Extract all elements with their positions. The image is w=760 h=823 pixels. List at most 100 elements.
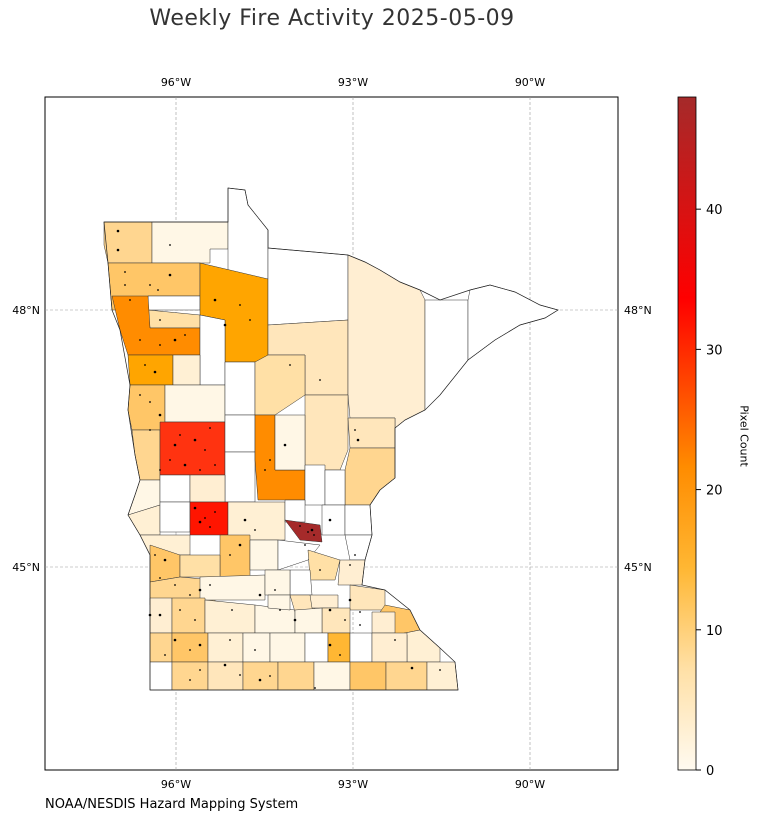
county-martin-s: [242, 661, 279, 691]
fire-point: [319, 569, 321, 571]
colorbar-ticks: 0 10 20 30 40: [696, 203, 723, 779]
county-houston: [426, 661, 459, 691]
fire-point: [319, 379, 321, 381]
lon-tick-label-bottom: 93°W: [338, 778, 368, 791]
fire-point: [354, 554, 356, 556]
map-title: Weekly Fire Activity 2025-05-09: [149, 6, 515, 31]
fire-point: [293, 618, 297, 622]
fire-point: [193, 438, 197, 442]
fire-point: [124, 271, 126, 273]
county-nobles: [171, 661, 209, 691]
fire-detection-points: [116, 229, 441, 689]
fire-point: [149, 429, 151, 431]
lon-tick-label-bottom: 90°W: [515, 778, 545, 791]
county-mille-lacs: [304, 464, 326, 506]
county-wright: [277, 539, 321, 571]
fire-point: [193, 506, 197, 510]
fire-point: [348, 598, 352, 602]
fire-point: [199, 469, 201, 471]
fire-point: [356, 438, 360, 442]
county-anoka: [284, 519, 323, 543]
county-blue-earth: [294, 607, 323, 634]
fire-point: [164, 654, 166, 656]
county-rock: [149, 661, 173, 691]
county-cottonwood: [207, 632, 244, 663]
fire-point: [124, 284, 126, 286]
fire-point: [199, 669, 201, 671]
fire-point: [231, 609, 233, 611]
colorbar: [677, 96, 697, 771]
colorbar-tick-label: 10: [706, 624, 723, 639]
county-mower: [349, 632, 373, 663]
county-faribault-s: [277, 661, 315, 691]
fire-point: [359, 611, 361, 613]
fire-point: [339, 654, 341, 656]
fire-point: [307, 531, 309, 533]
fire-point: [139, 394, 141, 396]
fire-point: [354, 429, 356, 431]
county-benton: [284, 499, 306, 523]
fire-point: [173, 443, 177, 447]
county-freeborn: [327, 632, 351, 663]
fire-point: [153, 370, 157, 374]
county-watonwan: [242, 632, 271, 663]
county-murray: [171, 632, 209, 663]
county-redwood: [204, 599, 256, 634]
fire-point: [213, 298, 217, 302]
fire-point: [173, 638, 177, 642]
fire-point: [299, 525, 301, 527]
county-norman: [127, 354, 174, 386]
fire-point: [328, 643, 332, 647]
county-mahnomen: [172, 354, 201, 386]
fire-point: [349, 564, 351, 566]
fire-point: [184, 334, 186, 336]
county-martin: [269, 632, 306, 663]
fire-point: [258, 678, 262, 682]
county-todd: [224, 451, 256, 503]
county-rice: [321, 607, 351, 634]
fire-point: [149, 284, 151, 286]
fire-point: [189, 649, 191, 651]
fire-point: [289, 364, 291, 366]
fire-point: [214, 464, 216, 466]
county-carlton: [347, 417, 396, 449]
fire-point: [328, 608, 332, 612]
county-renville: [199, 574, 266, 601]
county-chippewa: [179, 554, 221, 578]
county-kanabec: [324, 469, 346, 506]
fire-point: [179, 609, 181, 611]
county-jackson: [207, 661, 244, 691]
county-stearns: [227, 501, 286, 541]
fire-point: [159, 577, 161, 579]
fire-point: [328, 518, 332, 522]
county-becker: [164, 384, 226, 423]
fire-point: [144, 364, 146, 366]
fire-point: [283, 443, 287, 447]
colorbar-tick-label: 40: [706, 203, 723, 218]
fire-point: [239, 304, 241, 306]
fire-point: [163, 558, 167, 562]
lat-tick-label-left: 48°N: [12, 304, 40, 317]
county-dakota: [337, 559, 366, 586]
fire-point: [209, 427, 211, 429]
lat-tick-label-right: 45°N: [624, 561, 652, 574]
county-clearwater: [199, 314, 226, 386]
colorbar-tick-label: 0: [706, 764, 714, 779]
fire-point: [310, 528, 314, 532]
fire-point: [204, 517, 206, 519]
fire-point: [209, 526, 211, 528]
fire-point: [344, 619, 346, 621]
county-fillmore: [371, 632, 408, 663]
source-credit: NOAA/NESDIS Hazard Mapping System: [45, 797, 299, 812]
lon-tick-label-top: 96°W: [161, 76, 191, 89]
fire-point: [204, 449, 206, 451]
fire-point: [279, 609, 281, 611]
fire-point: [269, 459, 271, 461]
county-grant: [159, 474, 191, 503]
fire-point: [116, 248, 120, 252]
fire-point: [198, 643, 202, 647]
fire-point: [149, 401, 151, 403]
fire-point: [394, 639, 396, 641]
county-sibley: [267, 594, 291, 611]
